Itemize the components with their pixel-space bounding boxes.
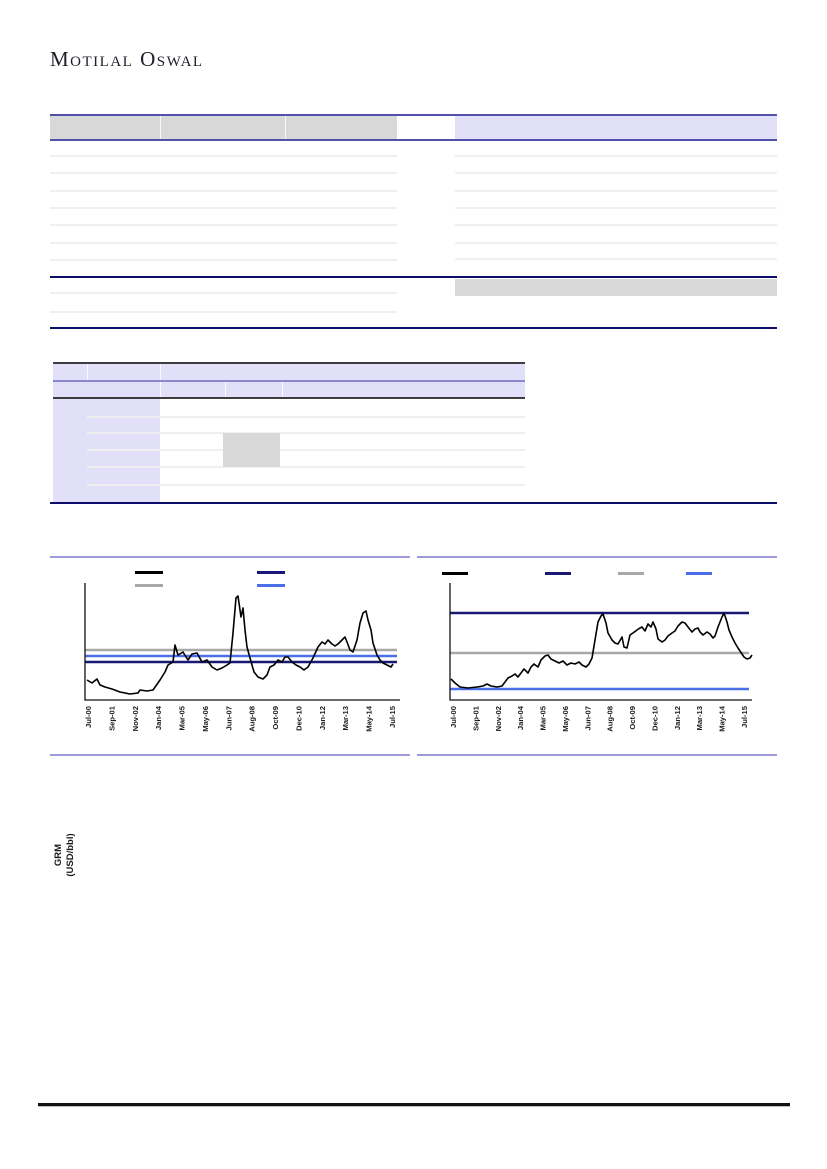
column-divider [160,382,161,397]
row-rule [455,207,777,209]
row-rule [50,259,397,261]
x-tick-label: Mar-05 [178,705,187,730]
highlight-row [455,279,777,296]
row-rule [87,432,525,434]
x-tick-label: Sep-01 [107,705,116,731]
company-logo: Motilal Oswal [50,47,204,71]
row-rule [455,172,777,174]
left-line-chart: Jul-00 Sep-01 Nov-02 Jan-04 Mar-05 May-06 Jun-… [84,583,400,732]
row-rule [50,172,397,174]
chart-title-rule-right [417,556,777,558]
legend-swatch-series-2 [257,571,285,574]
row-rule [87,466,525,468]
grm-header-row-1 [53,364,525,380]
grm-axis-label: GRM (USD/bbl) [53,833,76,877]
row-rule [87,484,525,486]
row-rule [455,224,777,226]
legend-swatch-series-2 [545,572,571,575]
table-section-rule [50,276,777,278]
row-rule [455,190,777,192]
x-tick-label: Jul-00 [84,706,93,728]
row-rule [50,207,397,209]
table-bottom-rule [50,327,777,329]
x-tick-label: Dec-10 [650,706,659,731]
row-rule [87,449,525,451]
grm-top-border [53,362,525,364]
x-tick-label: May-14 [718,705,727,732]
row-rule [50,155,397,157]
column-divider [285,116,286,139]
x-tick-label: May-14 [365,705,374,732]
x-tick-label: Aug-08 [248,706,257,732]
legend-swatch-series-3 [618,572,644,575]
row-rule [50,190,397,192]
x-tick-label: May-06 [201,706,210,732]
x-tick-label: Oct-09 [271,706,280,730]
row-rule [50,311,397,313]
row-rule [50,224,397,226]
x-tick-label: Dec-10 [294,706,303,731]
row-rule [87,416,525,418]
x-tick-label: Nov-02 [131,706,140,731]
x-tick-label: Jul-15 [388,705,397,728]
x-tick-label: Jan-12 [673,706,682,730]
row-rule [50,242,397,244]
x-tick-label: Jun-07 [583,706,592,730]
x-tick-label: Jul-15 [740,705,749,728]
grm-bottom-rule [50,502,777,504]
right-line-chart: Jul-00 Sep-01 Nov-02 Jan-04 Mar-05 May-06 Jun-… [449,583,753,732]
legend-swatch-series-1 [135,571,163,574]
x-tick-label: Jan-04 [516,705,525,730]
legend-swatch-series-4 [686,572,712,575]
x-tick-label: Jun-07 [224,706,233,730]
row-rule [455,258,777,260]
chart-title-rule-left [50,556,410,558]
axis-lines [449,583,752,701]
x-tick-label: May-06 [561,706,570,732]
x-tick-label: Sep-01 [471,705,480,731]
x-tick-label: Jul-00 [449,706,458,728]
table-header-bottom-border [50,139,777,141]
chart-footer-rule-left [50,754,410,756]
x-tick-label: Jan-12 [318,706,327,730]
x-tick-label: Nov-02 [494,706,503,731]
x-tick-label: Mar-13 [341,706,350,730]
x-tick-label: Aug-08 [606,706,615,732]
grm-header-divider [53,380,525,382]
x-tick-label: Oct-09 [628,706,637,730]
page-footer-rule [38,1103,790,1107]
x-tick-label: Mar-05 [539,705,548,730]
data-series-line [450,612,753,689]
data-series-line [86,595,394,695]
column-divider [282,382,283,397]
legend-swatch-series-4 [257,584,285,587]
grm-header-bottom-border [53,397,525,399]
legend-swatch-series-3 [135,584,163,587]
table-top-border [50,114,777,116]
row-rule [50,292,397,294]
row-rule [455,155,777,157]
column-divider [160,364,161,380]
row-rule [455,242,777,244]
grm-highlight-cell [223,433,280,467]
chart-footer-rule-right [417,754,777,756]
column-divider [87,364,88,380]
axis-lines [84,583,400,701]
x-tick-label: Mar-13 [695,706,704,730]
x-tick-label: Jan-04 [154,705,163,730]
table-header-left [50,116,397,139]
legend-swatch-series-1 [442,572,468,575]
column-divider [160,116,161,139]
grm-header-row-2 [53,382,525,397]
table-header-right [455,116,777,139]
column-divider [225,382,226,397]
